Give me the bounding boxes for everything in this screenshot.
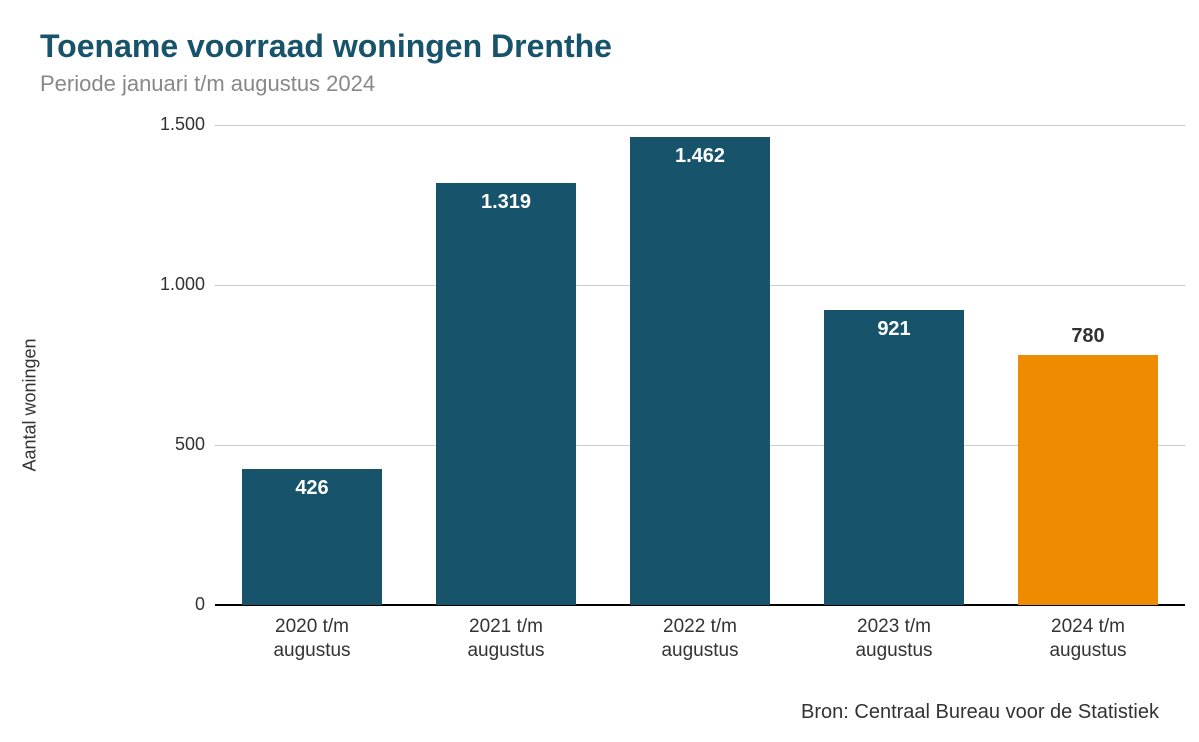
bar: 780 [1018,355,1158,605]
bar-value-label: 921 [824,318,964,341]
y-tick-label: 1.500 [135,114,205,135]
y-axis-label: Aantal woningen [20,338,41,471]
source-text: Bron: Centraal Bureau voor de Statistiek [801,701,1159,724]
x-tick-label-line: augustus [409,639,603,663]
x-tick-label-line: 2023 t/m [797,615,991,639]
y-tick-label: 500 [135,434,205,455]
x-tick-label-line: 2022 t/m [603,615,797,639]
chart-area: Aantal woningen 4261.3191.462921780 0500… [40,125,1159,685]
bar: 1.462 [630,137,770,605]
x-tick-label-line: augustus [215,639,409,663]
x-tick-label-line: 2024 t/m [991,615,1185,639]
plot-area: 426 1.319 1.462 921 780 [215,125,1185,605]
x-tick-label-line: 2021 t/m [409,615,603,639]
gridline [215,125,1185,126]
bar: 426 [242,469,382,605]
x-tick-label: 2023 t/maugustus [797,615,991,663]
chart-subtitle: Periode januari t/m augustus 2024 [40,71,1159,97]
chart-title: Toename voorraad woningen Drenthe [40,28,1159,65]
bar: 1.319 [436,183,576,605]
y-tick-label: 0 [135,594,205,615]
x-tick-label-line: augustus [797,639,991,663]
y-tick-label: 1.000 [135,274,205,295]
x-tick-label: 2024 t/maugustus [991,615,1185,663]
x-tick-label: 2021 t/maugustus [409,615,603,663]
bar-value-label: 1.319 [436,191,576,214]
bar-value-label: 780 [1018,325,1158,348]
bar: 921 [824,310,964,605]
chart-container: Toename voorraad woningen Drenthe Period… [0,0,1199,742]
bar-value-label: 1.462 [630,145,770,168]
x-tick-label-line: 2020 t/m [215,615,409,639]
x-tick-label: 2020 t/maugustus [215,615,409,663]
x-tick-label-line: augustus [603,639,797,663]
x-tick-label-line: augustus [991,639,1185,663]
bar-value-label: 426 [242,477,382,500]
x-tick-label: 2022 t/maugustus [603,615,797,663]
